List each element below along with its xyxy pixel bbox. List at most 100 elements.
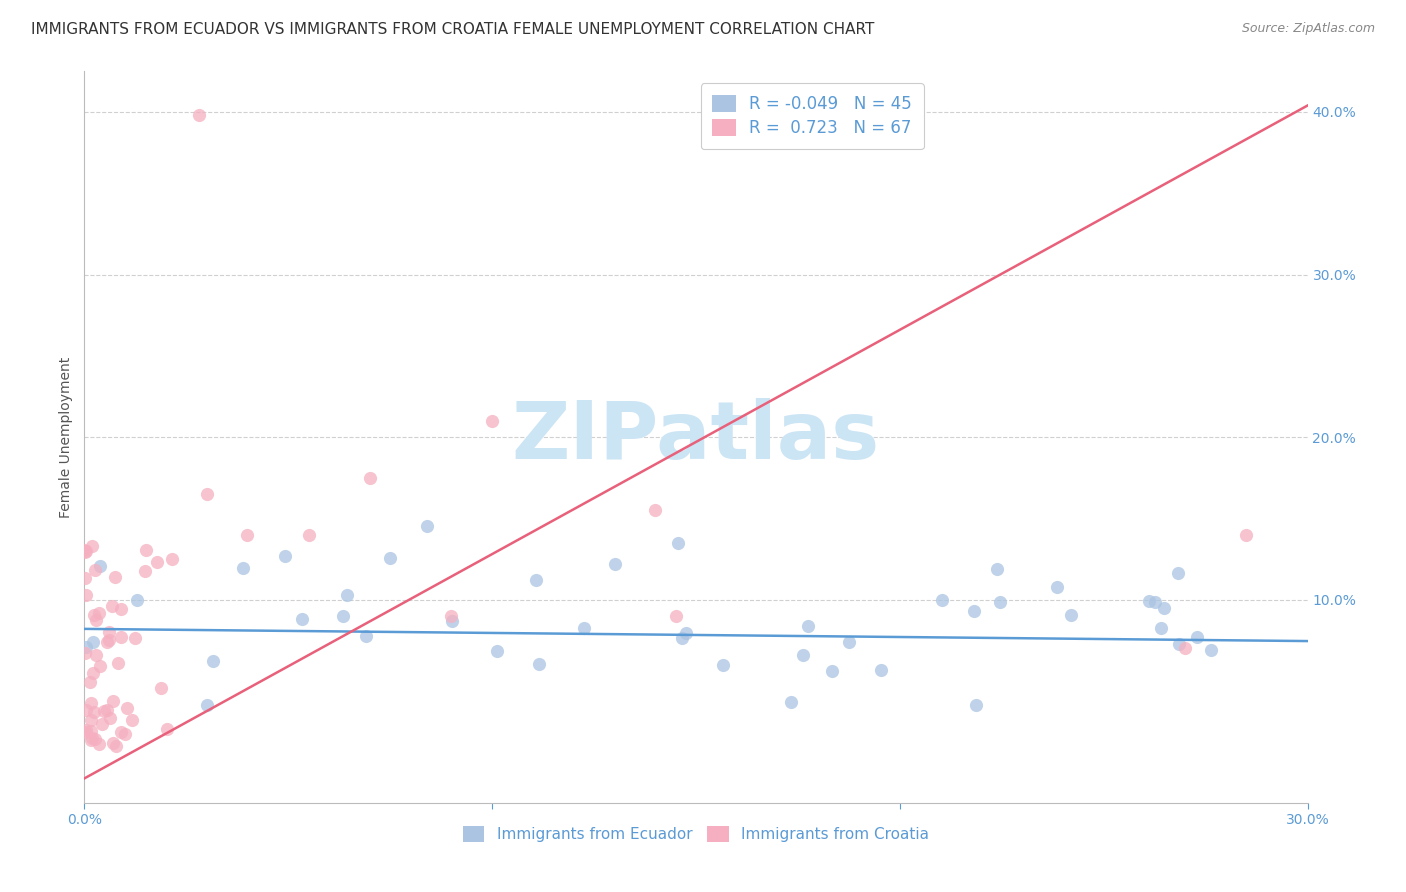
Point [336, 588, 359, 602]
Point [96, 703, 118, 717]
Point [236, 527, 259, 541]
Point [98, 633, 121, 648]
Point [100, 711, 122, 725]
Point [486, 644, 509, 658]
Point [125, 592, 148, 607]
Point [121, 713, 143, 727]
Point [114, 727, 136, 741]
Point [441, 615, 464, 629]
Point [75, 703, 97, 717]
Point [378, 551, 401, 566]
Point [440, 608, 463, 623]
Point [82, 635, 104, 649]
Point [232, 561, 254, 575]
Point [675, 626, 697, 640]
Point [527, 657, 550, 672]
Point [80, 713, 103, 727]
Point [107, 656, 129, 670]
Point [481, 414, 503, 428]
Point [415, 519, 437, 533]
Point [1236, 527, 1258, 541]
Point [83, 706, 105, 720]
Point [780, 694, 803, 708]
Point [75, 725, 97, 739]
Point [97, 624, 120, 639]
Point [110, 724, 132, 739]
Point [75, 544, 97, 558]
Point [90, 716, 112, 731]
Point [986, 562, 1008, 576]
Point [162, 552, 184, 566]
Point [195, 487, 218, 501]
Point [75, 571, 97, 585]
Point [711, 658, 734, 673]
Point [75, 588, 97, 602]
Legend: Immigrants from Ecuador, Immigrants from Croatia: Immigrants from Ecuador, Immigrants from… [456, 819, 936, 850]
Point [195, 698, 218, 713]
Point [671, 631, 693, 645]
Text: Source: ZipAtlas.com: Source: ZipAtlas.com [1241, 22, 1375, 36]
Point [82, 666, 104, 681]
Point [354, 629, 377, 643]
Point [83, 608, 105, 623]
Point [79, 675, 101, 690]
Point [821, 665, 844, 679]
Point [603, 558, 626, 572]
Point [201, 654, 224, 668]
Point [89, 559, 111, 574]
Point [574, 621, 596, 635]
Text: ZIPatlas: ZIPatlas [512, 398, 880, 476]
Point [1199, 643, 1222, 657]
Point [124, 632, 146, 646]
Point [792, 648, 814, 662]
Point [931, 592, 953, 607]
Point [1185, 631, 1208, 645]
Point [104, 570, 127, 584]
Point [644, 503, 666, 517]
Point [73, 543, 96, 558]
Point [291, 612, 314, 626]
Point [135, 543, 157, 558]
Point [84, 648, 107, 662]
Point [80, 539, 103, 553]
Point [298, 527, 321, 541]
Point [988, 594, 1011, 608]
Point [146, 555, 169, 569]
Point [273, 549, 295, 563]
Point [149, 681, 172, 695]
Point [89, 606, 111, 620]
Point [665, 608, 688, 623]
Text: IMMIGRANTS FROM ECUADOR VS IMMIGRANTS FROM CROATIA FEMALE UNEMPLOYMENT CORRELATI: IMMIGRANTS FROM ECUADOR VS IMMIGRANTS FR… [31, 22, 875, 37]
Y-axis label: Female Unemployment: Female Unemployment [59, 357, 73, 517]
Point [89, 659, 111, 673]
Point [73, 646, 96, 660]
Point [84, 613, 107, 627]
Point [96, 635, 118, 649]
Point [1059, 607, 1081, 622]
Point [134, 564, 156, 578]
Point [870, 664, 893, 678]
Point [1143, 595, 1166, 609]
Point [1137, 594, 1160, 608]
Point [83, 563, 105, 577]
Point [187, 108, 209, 122]
Point [524, 573, 547, 587]
Point [838, 635, 860, 649]
Point [332, 609, 354, 624]
Point [80, 696, 103, 710]
Point [103, 736, 125, 750]
Point [80, 733, 103, 747]
Point [963, 604, 986, 618]
Point [110, 630, 132, 644]
Point [359, 471, 381, 485]
Point [1150, 621, 1173, 635]
Point [80, 723, 103, 738]
Point [104, 739, 127, 754]
Point [101, 599, 124, 613]
Point [101, 694, 124, 708]
Point [1167, 637, 1189, 651]
Point [73, 545, 96, 559]
Point [84, 731, 107, 746]
Point [156, 722, 179, 736]
Point [110, 602, 132, 616]
